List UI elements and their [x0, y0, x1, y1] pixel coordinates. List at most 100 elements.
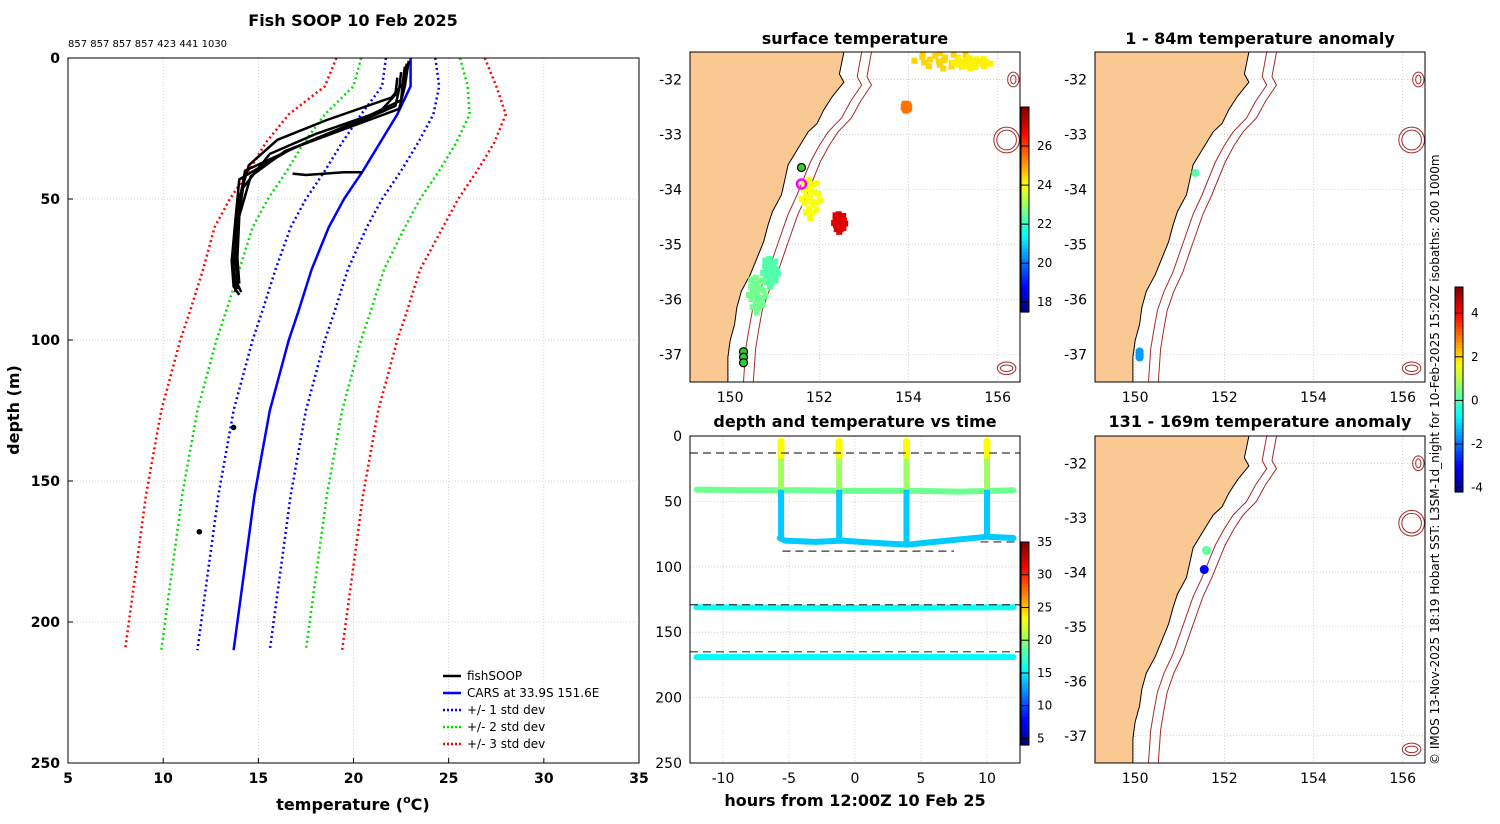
- anomaly-shallow-axes-frame: [1094, 51, 1426, 383]
- sst-cbar-label: 24: [1037, 178, 1052, 192]
- sst-reef-outline: [999, 364, 1014, 373]
- sst-pixel: [752, 293, 759, 300]
- anomaly-cbar-step: [1455, 293, 1463, 298]
- sst-cbar-step: [1021, 151, 1029, 156]
- anomaly-cbar-step: [1455, 303, 1463, 307]
- timeseries-mid-gear: [776, 533, 1017, 548]
- sst-pixel: [967, 65, 974, 72]
- sst-pixel: [840, 224, 847, 231]
- sst-pixel: [751, 281, 758, 287]
- sst-cbar-step: [1021, 193, 1029, 198]
- timeseries-cbar-step: [1021, 729, 1029, 733]
- profile-xlabel-degree: o: [403, 793, 411, 806]
- timeseries-cbar-step: [1021, 646, 1029, 651]
- sst-cbar-step: [1021, 295, 1029, 300]
- sst-pixel: [754, 285, 761, 291]
- anomaly-cbar-step: [1455, 344, 1463, 349]
- timeseries-cbar-step: [1021, 662, 1029, 667]
- timeseries-cbar-step: [1021, 545, 1029, 549]
- sst-cbar-step: [1021, 241, 1029, 246]
- sst-pixel: [940, 65, 947, 72]
- anomaly-shallow-ytick-label: -37: [1064, 348, 1087, 364]
- sst-cbar-step: [1021, 110, 1029, 114]
- timeseries-cbar-step: [1021, 580, 1029, 584]
- timeseries-cbar-label: 30: [1037, 568, 1052, 582]
- sst-cbar-step: [1021, 187, 1029, 191]
- sst-cbar-step: [1021, 132, 1029, 137]
- legend-label-std1: +/- 1 std dev: [467, 703, 545, 717]
- timeseries-cbar-step: [1021, 719, 1029, 724]
- timeseries-ytick-label: 200: [655, 691, 682, 707]
- anomaly-shallow-ytick-label: -33: [1064, 128, 1087, 144]
- sst-cbar-step: [1021, 107, 1029, 111]
- timeseries-cbar-step: [1021, 649, 1029, 654]
- profile-xtick-label: 35: [629, 771, 648, 787]
- timeseries-xtick-label: -5: [782, 771, 796, 787]
- sst-cbar-step: [1021, 254, 1029, 259]
- sst-cbar-step: [1021, 286, 1029, 291]
- sst-cbar-step: [1021, 177, 1029, 182]
- sst-pixel: [755, 304, 762, 311]
- sst-pixel: [771, 272, 778, 279]
- sst-cbar-step: [1021, 129, 1029, 134]
- sst-pixel: [932, 52, 939, 59]
- profile-ytick-label: 0: [50, 51, 60, 67]
- anomaly-deep-reef-isobath: [1412, 455, 1425, 472]
- timeseries-cbar-step: [1021, 643, 1029, 648]
- timeseries-data: [690, 437, 1020, 661]
- timeseries-cbar-label: 35: [1037, 535, 1052, 549]
- sst-pixel: [813, 199, 820, 206]
- sst-target-ring: [795, 178, 808, 190]
- anomaly-cbar-step: [1455, 309, 1463, 314]
- sst-cbar-label: 22: [1037, 217, 1052, 231]
- sst-pixel: [748, 283, 755, 290]
- sst-pixel: [773, 266, 780, 273]
- sst-ytick-label: -36: [659, 293, 682, 309]
- anomaly-cbar-label: -2: [1471, 437, 1483, 451]
- sst-cbar-step: [1021, 190, 1029, 195]
- timeseries-cbar-step: [1021, 681, 1029, 686]
- profile-xtick-label: 25: [439, 771, 458, 787]
- anomaly-cbar-step: [1455, 440, 1463, 445]
- anomaly-shallow-xtick-label: 154: [1300, 390, 1327, 406]
- anomaly-cbar-step: [1455, 453, 1463, 458]
- profile-xtick-label: 15: [249, 771, 268, 787]
- sst-cbar-step: [1021, 174, 1029, 179]
- sst-pixel: [973, 56, 980, 63]
- sst-ytick-label: -32: [659, 73, 682, 89]
- anomaly-cbar-step: [1455, 299, 1463, 304]
- sst-xtick-label: 154: [895, 390, 922, 406]
- anomaly-cbar-step: [1455, 354, 1463, 359]
- anomaly-cbar-step: [1455, 296, 1463, 301]
- profile-ticks: 5 10 15 20 25 30 35 0 50 100 150 200 250: [31, 51, 649, 787]
- timeseries-cbar-step: [1021, 684, 1029, 689]
- sst-cbar-step: [1021, 158, 1029, 163]
- anomaly-deep-ytick-label: -35: [1064, 620, 1087, 636]
- sst-cbar-step: [1021, 308, 1029, 313]
- sst-cbar-step: [1021, 183, 1029, 188]
- sst-cbar-step: [1021, 219, 1029, 223]
- sst-cbar-step: [1021, 126, 1029, 131]
- anomaly-cbar-step: [1455, 287, 1463, 291]
- legend-label-fishsoop: fishSOOP: [467, 669, 522, 683]
- anomaly-deep-ytick-label: -34: [1064, 565, 1087, 581]
- profile-ylabel: depth (m): [4, 365, 23, 455]
- anomaly-cbar-step: [1455, 357, 1463, 362]
- anomaly-shallow-isobath-1000m: [1157, 52, 1278, 382]
- anomaly-deep-reef-isobath: [1398, 509, 1425, 537]
- anomaly-colorbar: -4 -2 0 2 4: [1454, 286, 1483, 495]
- sst-pixel: [965, 55, 972, 62]
- timeseries-cbar-step: [1021, 557, 1029, 562]
- timeseries-cbar-label: 10: [1037, 699, 1052, 713]
- sst-cbar-step: [1021, 199, 1029, 204]
- sst-cbar-label: 18: [1037, 295, 1052, 309]
- anomaly-deep-ytick-label: -33: [1064, 511, 1087, 527]
- timeseries-cbar-step: [1021, 592, 1029, 597]
- sst-cbar-step: [1021, 142, 1029, 147]
- timeseries-cbar-step: [1021, 630, 1029, 635]
- timeseries-ytick-label: 250: [655, 756, 682, 772]
- sst-cbar-step: [1021, 113, 1029, 118]
- sst-cbar-step: [1021, 212, 1029, 217]
- timeseries-cbar-step: [1021, 710, 1029, 714]
- anomaly-cbar-step: [1455, 322, 1463, 327]
